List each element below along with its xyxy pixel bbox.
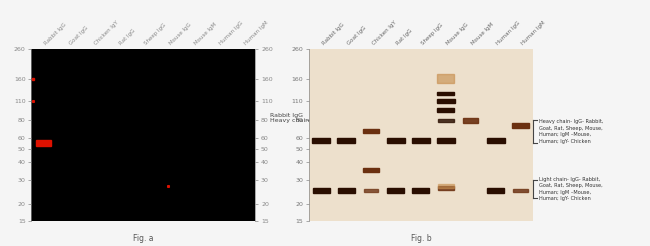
Text: Human IgM: Human IgM <box>243 20 269 46</box>
Text: Goat IgG: Goat IgG <box>346 25 367 46</box>
Text: Mouse IgM: Mouse IgM <box>193 22 217 46</box>
Text: Rat IgG: Rat IgG <box>396 28 414 46</box>
Bar <box>437 108 454 112</box>
Bar <box>312 138 330 143</box>
Bar <box>437 92 454 95</box>
Bar <box>512 123 528 128</box>
Text: Human IgG: Human IgG <box>218 20 244 46</box>
Text: Rabbit IgG: Rabbit IgG <box>321 22 345 46</box>
Bar <box>364 189 378 192</box>
Text: Fig. b: Fig. b <box>411 234 431 243</box>
Text: Chicken IgY: Chicken IgY <box>94 20 120 46</box>
Bar <box>487 188 504 193</box>
Text: Rabbit IgG
Heavy chain: Rabbit IgG Heavy chain <box>270 113 309 123</box>
Text: Chicken IgY: Chicken IgY <box>371 20 397 46</box>
Text: Human IgG: Human IgG <box>495 20 521 46</box>
Text: Goat IgG: Goat IgG <box>68 25 89 46</box>
Bar <box>387 188 404 193</box>
Bar <box>337 188 355 193</box>
Text: Sheep IgG: Sheep IgG <box>421 22 445 46</box>
Bar <box>437 119 454 122</box>
Text: Heavy chain- IgG- Rabbit,
Goat, Rat, Sheep, Mouse,
Human; IgM –Mouse,
Human; IgY: Heavy chain- IgG- Rabbit, Goat, Rat, She… <box>540 119 604 144</box>
Text: Mouse IgG: Mouse IgG <box>168 22 192 46</box>
Bar <box>437 74 454 83</box>
Text: Human IgM: Human IgM <box>521 20 547 46</box>
Bar <box>463 118 478 123</box>
Text: Mouse IgM: Mouse IgM <box>471 22 495 46</box>
Bar <box>437 184 454 188</box>
Text: Light chain- IgG- Rabbit,
Goat, Rat, Sheep, Mouse,
Human; IgM –Mouse,
Human; IgY: Light chain- IgG- Rabbit, Goat, Rat, She… <box>540 177 603 201</box>
Bar <box>513 189 528 192</box>
Bar <box>363 129 379 134</box>
Text: Mouse IgG: Mouse IgG <box>446 22 470 46</box>
Bar <box>412 188 430 193</box>
Text: Sheep IgG: Sheep IgG <box>143 22 167 46</box>
Bar <box>437 138 454 143</box>
Text: Fig. a: Fig. a <box>133 234 153 243</box>
Text: Rabbit IgG: Rabbit IgG <box>44 22 68 46</box>
Bar <box>437 186 454 190</box>
Bar <box>36 140 51 146</box>
Text: Rat IgG: Rat IgG <box>118 28 136 46</box>
Bar <box>313 188 330 193</box>
Bar <box>363 168 379 172</box>
Bar <box>337 138 355 143</box>
Bar <box>437 99 454 103</box>
Bar <box>387 138 405 143</box>
Bar <box>412 138 430 143</box>
Bar <box>487 138 504 143</box>
